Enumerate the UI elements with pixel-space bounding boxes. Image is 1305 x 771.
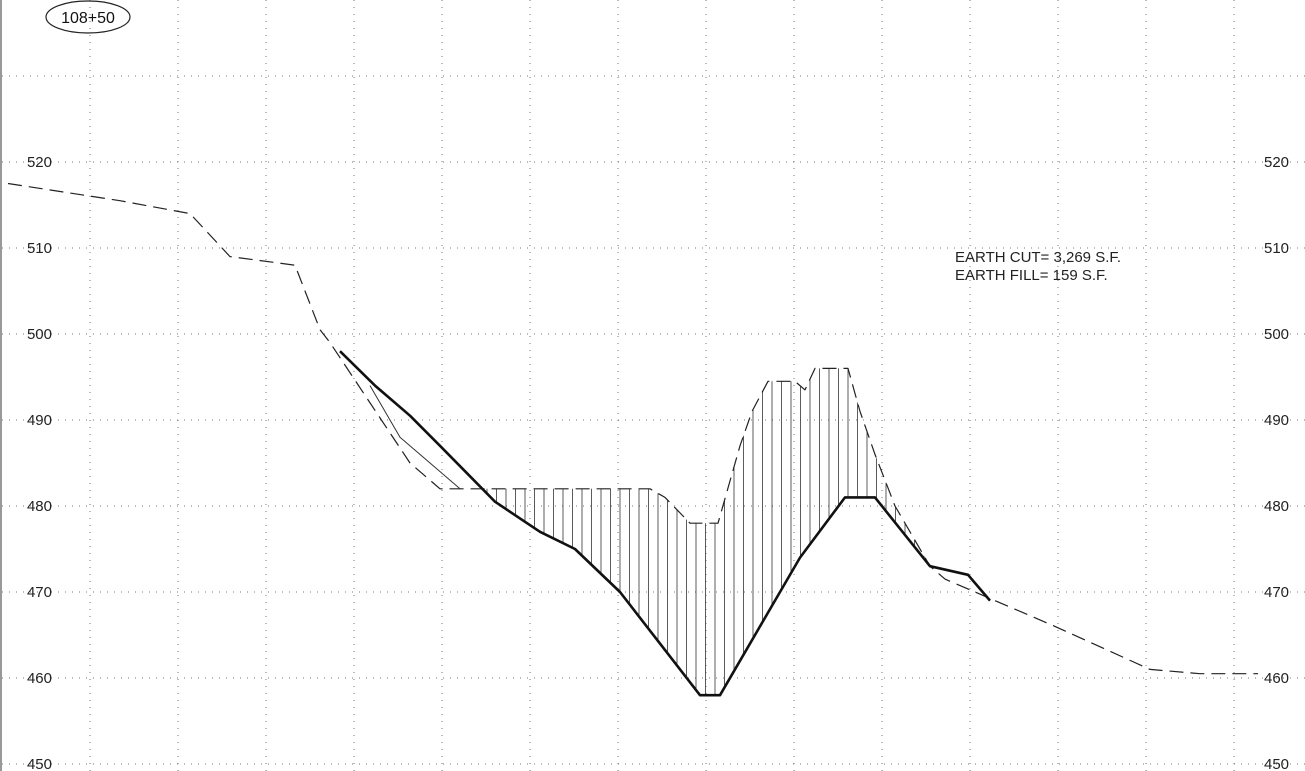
y-tick-label-left: 490 [27, 412, 52, 429]
y-tick-label-right: 520 [1264, 154, 1289, 171]
cut-hatching [486, 368, 925, 696]
station-label: 108+50 [45, 0, 131, 34]
y-tick-label-right: 460 [1264, 670, 1289, 687]
y-tick-label-left: 520 [27, 154, 52, 171]
fill-boundary-line [369, 385, 461, 490]
y-tick-label-left: 460 [27, 670, 52, 687]
station-text: 108+50 [61, 10, 115, 27]
y-tick-label-right: 470 [1264, 584, 1289, 601]
earth-cut-note: EARTH CUT= 3,269 S.F. [955, 249, 1121, 266]
earth-fill-note: EARTH FILL= 159 S.F. [955, 267, 1108, 284]
y-tick-label-right: 490 [1264, 412, 1289, 429]
y-tick-label-right: 450 [1264, 756, 1289, 771]
proposed-grade-line [339, 350, 991, 697]
existing-ground-line [7, 182, 1258, 675]
y-tick-label-left: 480 [27, 498, 52, 515]
y-tick-label-right: 510 [1264, 240, 1289, 257]
y-tick-label-left: 470 [27, 584, 52, 601]
y-tick-label-right: 480 [1264, 498, 1289, 515]
y-tick-label-left: 500 [27, 326, 52, 343]
station-ellipse [45, 0, 131, 34]
y-axis-labels: 450 450 460 460 470 470 480 480 490 490 500 500 510 5… [27, 154, 1289, 771]
y-tick-label-left: 450 [27, 756, 52, 771]
y-tick-label-right: 500 [1264, 326, 1289, 343]
profile-lines [7, 182, 1258, 697]
y-tick-label-left: 510 [27, 240, 52, 257]
